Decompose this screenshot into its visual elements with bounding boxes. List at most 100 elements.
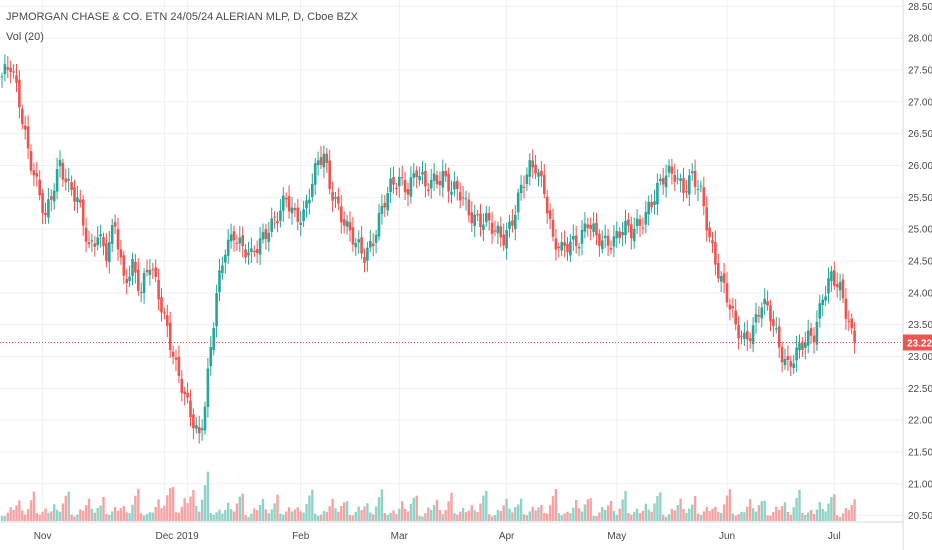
candle-body bbox=[670, 166, 674, 174]
volume-bar bbox=[328, 506, 331, 521]
candle-body bbox=[812, 335, 816, 343]
volume-bar bbox=[116, 510, 120, 521]
volume-bar bbox=[650, 511, 653, 521]
volume-bar bbox=[711, 508, 714, 521]
volume-bar bbox=[540, 504, 543, 521]
candle-body bbox=[15, 75, 18, 83]
x-axis-tick-label: May bbox=[607, 531, 626, 542]
x-axis-tick-label: 2019 bbox=[176, 531, 199, 542]
candle-body bbox=[35, 173, 39, 177]
candle-body bbox=[215, 293, 218, 327]
volume-bar bbox=[522, 514, 526, 521]
volume-bar bbox=[731, 513, 734, 521]
volume-bar bbox=[296, 507, 299, 521]
volume-bar bbox=[702, 511, 705, 521]
volume-bar bbox=[111, 511, 114, 521]
volume-bar bbox=[21, 510, 24, 521]
volume-bar bbox=[662, 514, 665, 521]
volume-bar bbox=[557, 513, 560, 521]
candle-body bbox=[557, 246, 561, 249]
candle-body bbox=[534, 164, 537, 174]
candle-body bbox=[55, 169, 59, 192]
volume-bar bbox=[212, 514, 215, 521]
candle-body bbox=[258, 238, 262, 255]
volume-bar bbox=[751, 508, 755, 521]
candle-body bbox=[525, 174, 529, 185]
volume-bar bbox=[514, 507, 517, 521]
volume-bar bbox=[9, 507, 12, 521]
volume-bar bbox=[3, 516, 7, 521]
volume-bar bbox=[769, 515, 772, 521]
volume-bar bbox=[348, 514, 352, 521]
candle-body bbox=[0, 76, 4, 78]
y-axis-tick-label: 28.00 bbox=[908, 34, 932, 45]
candle-body bbox=[6, 67, 10, 70]
candle-body bbox=[563, 241, 566, 247]
volume-bar bbox=[720, 512, 723, 521]
x-axis-tick-label: Apr bbox=[499, 531, 515, 542]
x-axis-tick-label: Nov bbox=[34, 531, 52, 542]
candle-body bbox=[540, 170, 543, 177]
volume-bar bbox=[166, 495, 169, 521]
candle-body bbox=[26, 126, 30, 149]
candle-body bbox=[154, 267, 157, 277]
candle-body bbox=[406, 189, 410, 195]
volume-bar bbox=[824, 511, 827, 521]
candle-body bbox=[102, 237, 105, 247]
candle-body bbox=[403, 179, 407, 193]
volume-bar bbox=[467, 510, 471, 521]
candle-body bbox=[67, 178, 70, 181]
volume-bar bbox=[517, 504, 520, 521]
volume-bar bbox=[180, 506, 183, 521]
candle-body bbox=[70, 182, 73, 190]
volume-bar bbox=[548, 505, 552, 521]
candle-body bbox=[383, 202, 387, 208]
volume-bar bbox=[807, 512, 810, 521]
candle-body bbox=[424, 170, 427, 187]
candle-body bbox=[624, 220, 627, 236]
x-axis-tick-label: Jun bbox=[719, 531, 735, 542]
volume-bar bbox=[615, 514, 618, 521]
volume-bar bbox=[743, 512, 746, 521]
volume-bar bbox=[360, 510, 363, 521]
candle-body bbox=[705, 207, 708, 231]
volume-bar bbox=[659, 492, 662, 521]
candle-body bbox=[737, 324, 740, 339]
candle-body bbox=[206, 368, 210, 407]
candle-body bbox=[157, 280, 160, 300]
candle-body bbox=[801, 342, 804, 350]
y-axis-tick-label: 24.50 bbox=[908, 257, 932, 268]
candle-body bbox=[772, 319, 775, 327]
volume-bar bbox=[760, 501, 763, 521]
volume-bar bbox=[380, 489, 384, 521]
volume-bar bbox=[93, 512, 96, 521]
volume-bar bbox=[186, 503, 189, 521]
candle-body bbox=[9, 67, 12, 73]
candle-body bbox=[554, 238, 558, 250]
volume-bar bbox=[424, 513, 427, 521]
volume-bar bbox=[519, 498, 523, 521]
volume-bar bbox=[76, 514, 79, 521]
volume-bar bbox=[177, 512, 181, 521]
y-axis-tick-label: 26.50 bbox=[908, 129, 932, 140]
volume-bar bbox=[256, 510, 259, 521]
candle-body bbox=[116, 229, 120, 250]
volume-bar bbox=[566, 511, 569, 521]
candle-body bbox=[514, 214, 517, 229]
candle-body bbox=[740, 335, 743, 337]
volume-bar bbox=[47, 512, 50, 521]
candle-body bbox=[229, 234, 233, 242]
candle-body bbox=[661, 178, 665, 185]
volume-bar bbox=[444, 510, 447, 521]
volume-bar bbox=[224, 510, 227, 521]
candle-body bbox=[833, 270, 836, 286]
volume-bar bbox=[169, 488, 172, 521]
candle-body bbox=[79, 199, 82, 203]
volume-bar bbox=[105, 514, 108, 521]
volume-bar bbox=[395, 514, 398, 521]
volume-bar bbox=[691, 504, 694, 521]
volume-bar bbox=[160, 508, 163, 521]
volume-bar bbox=[461, 507, 465, 521]
candle-body bbox=[627, 219, 630, 226]
